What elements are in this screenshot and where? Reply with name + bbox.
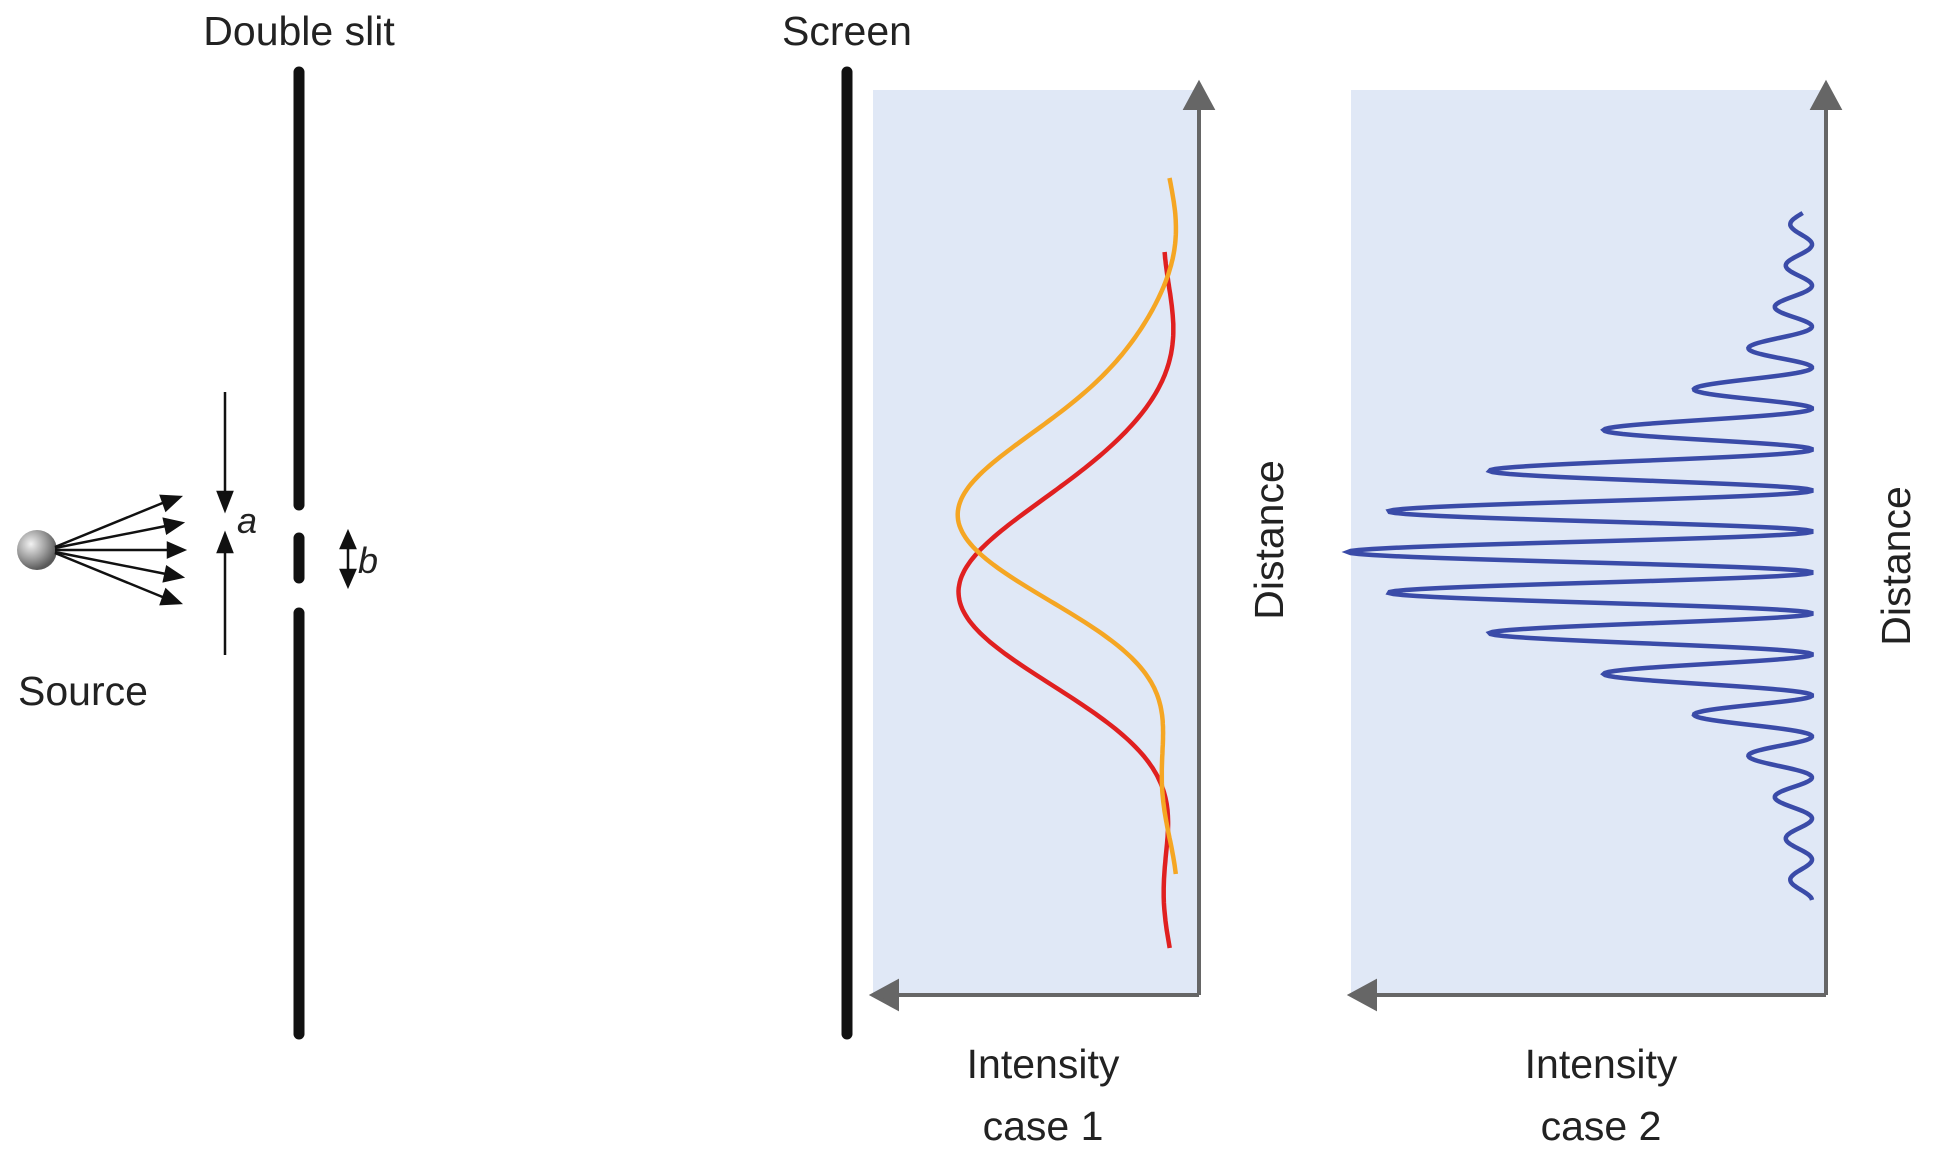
dimension-b-arrow	[341, 532, 355, 586]
source-ball	[17, 530, 57, 570]
panel-case-1	[873, 90, 1201, 995]
dimension-a-arrows	[218, 392, 232, 655]
label-a: a	[237, 500, 257, 541]
label-intensity-2: Intensity	[1525, 1041, 1678, 1087]
label-case-2: case 2	[1541, 1103, 1662, 1149]
label-case-1: case 1	[983, 1103, 1104, 1149]
source-rays	[55, 496, 184, 604]
label-distance-1: Distance	[1246, 460, 1292, 620]
label-double-slit: Double slit	[203, 8, 395, 54]
label-screen: Screen	[782, 8, 912, 54]
label-source: Source	[18, 668, 148, 714]
label-b: b	[358, 540, 378, 581]
label-distance-2: Distance	[1873, 486, 1919, 646]
label-intensity-1: Intensity	[967, 1041, 1120, 1087]
